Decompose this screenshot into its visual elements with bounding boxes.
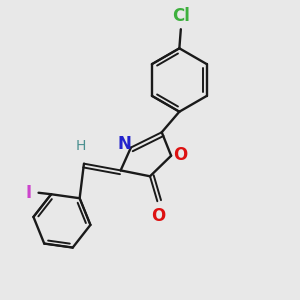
Text: O: O bbox=[173, 146, 188, 164]
Text: H: H bbox=[75, 139, 85, 152]
Text: Cl: Cl bbox=[172, 8, 190, 26]
Text: O: O bbox=[151, 206, 165, 224]
Text: I: I bbox=[26, 184, 32, 202]
Text: N: N bbox=[118, 135, 131, 153]
